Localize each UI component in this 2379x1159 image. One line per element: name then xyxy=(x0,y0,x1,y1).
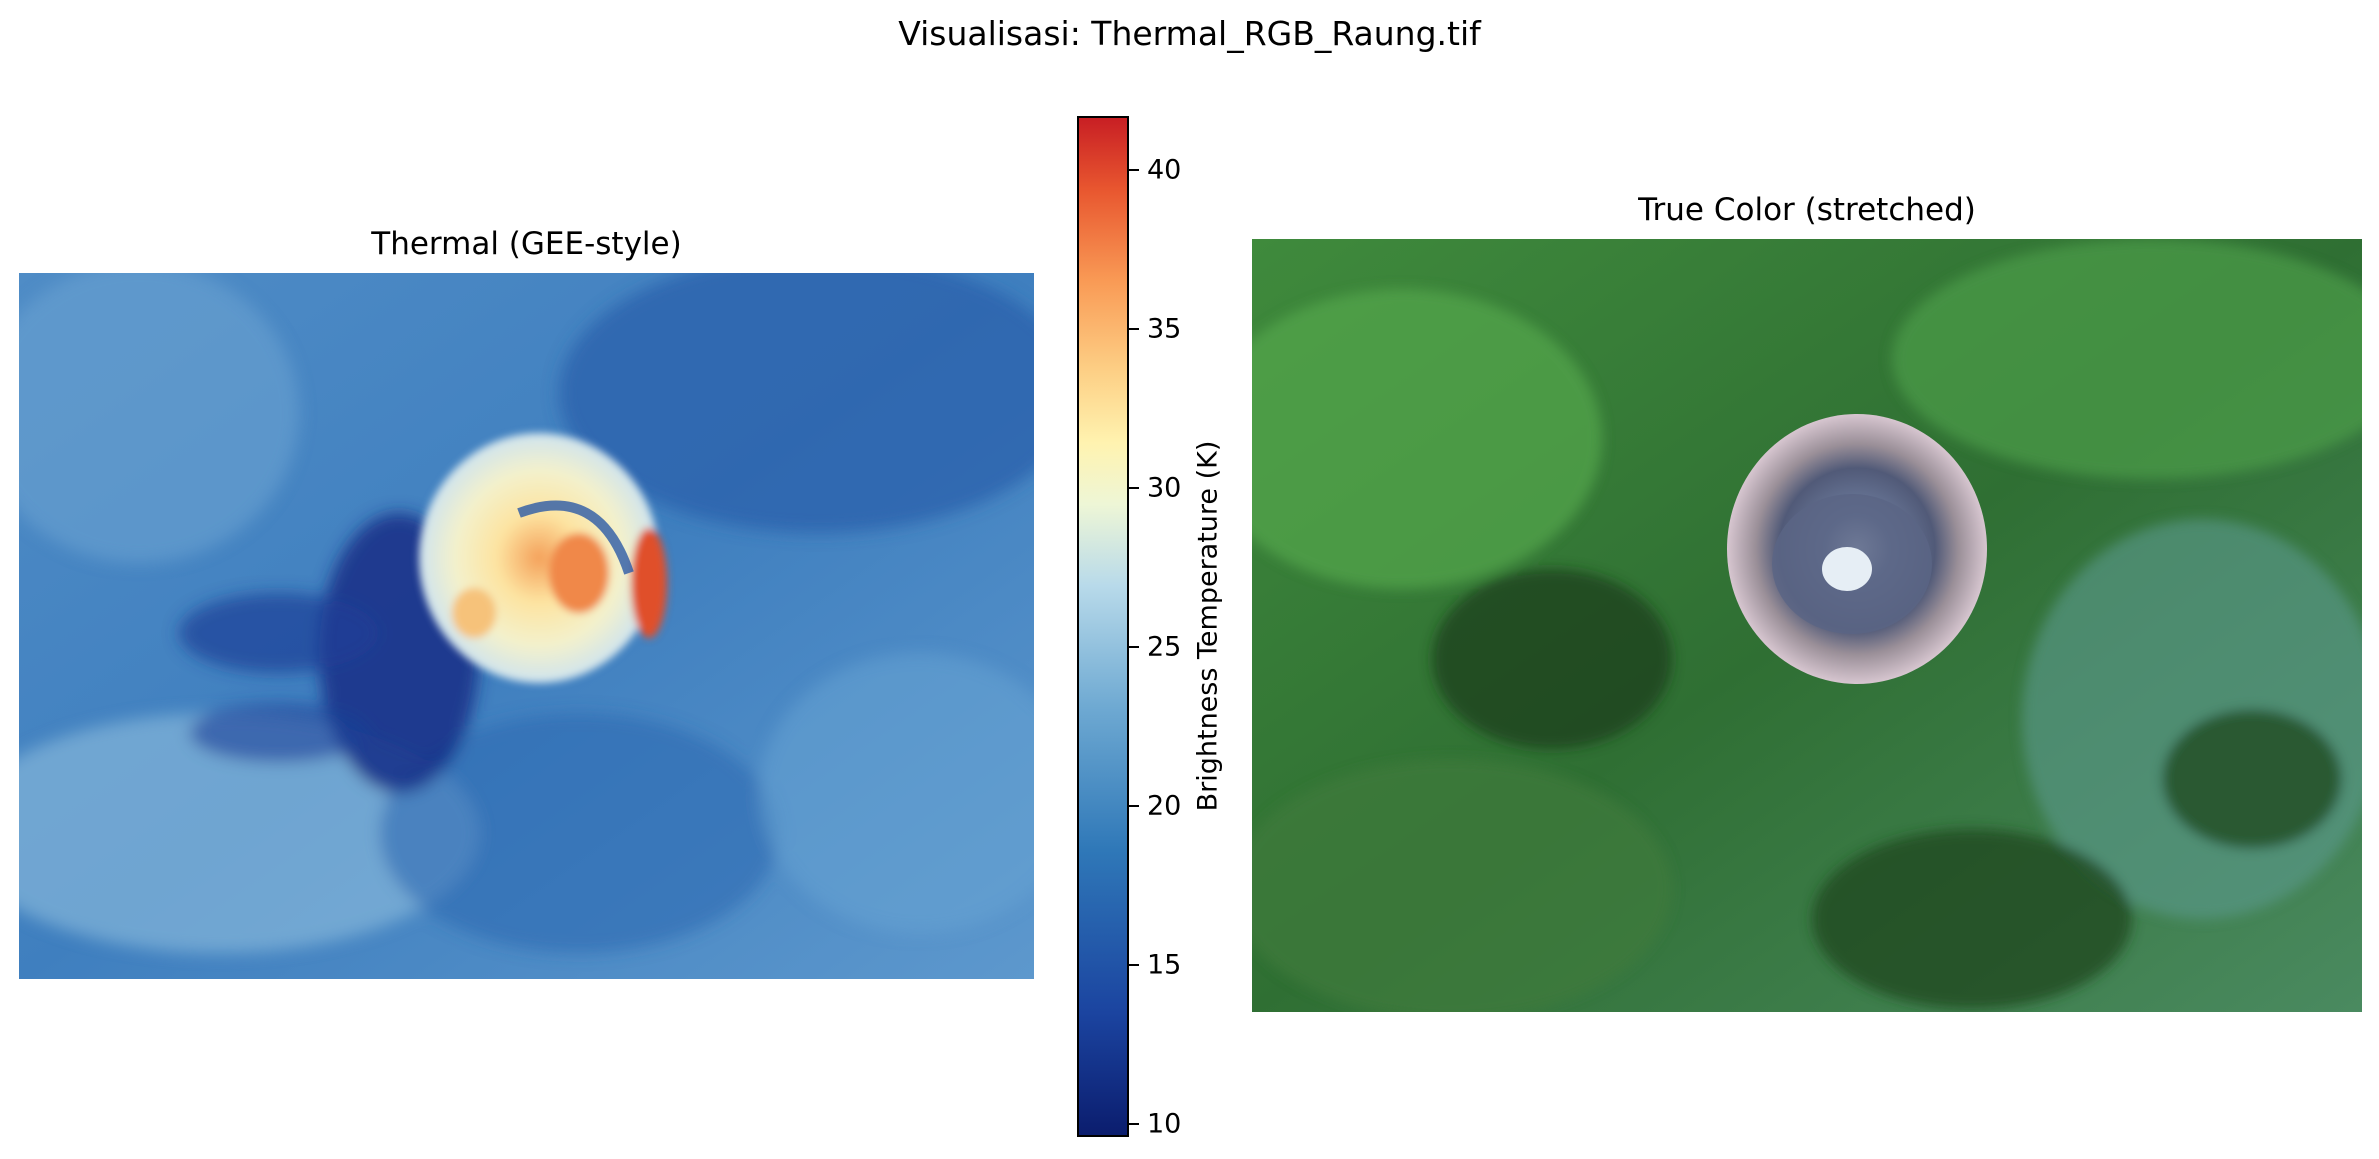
colorbar-label: Brightness Temperature (K) xyxy=(1192,440,1224,812)
truecolor-image xyxy=(1252,239,2362,1012)
colorbar-tick-label: 25 xyxy=(1147,631,1182,663)
colorbar xyxy=(1077,116,1129,1137)
colorbar-tick xyxy=(1129,169,1139,172)
colorbar-tick-label: 35 xyxy=(1147,313,1182,345)
colorbar-tick-label: 40 xyxy=(1147,154,1182,186)
colorbar-tick-label: 15 xyxy=(1147,949,1182,981)
colorbar-tick-label: 20 xyxy=(1147,790,1182,822)
figure-title: Visualisasi: Thermal_RGB_Raung.tif xyxy=(898,14,1481,53)
colorbar-tick xyxy=(1129,1123,1139,1126)
colorbar-tick-label: 10 xyxy=(1147,1108,1182,1140)
colorbar-tick xyxy=(1129,805,1139,808)
colorbar-tick xyxy=(1129,328,1139,331)
colorbar-tick xyxy=(1129,964,1139,967)
colorbar-tick-label: 30 xyxy=(1147,472,1182,504)
truecolor-panel-title: True Color (stretched) xyxy=(1638,192,1976,228)
thermal-panel-title: Thermal (GEE-style) xyxy=(371,226,682,262)
colorbar-tick xyxy=(1129,487,1139,490)
colorbar-tick xyxy=(1129,646,1139,649)
thermal-image xyxy=(19,273,1034,979)
